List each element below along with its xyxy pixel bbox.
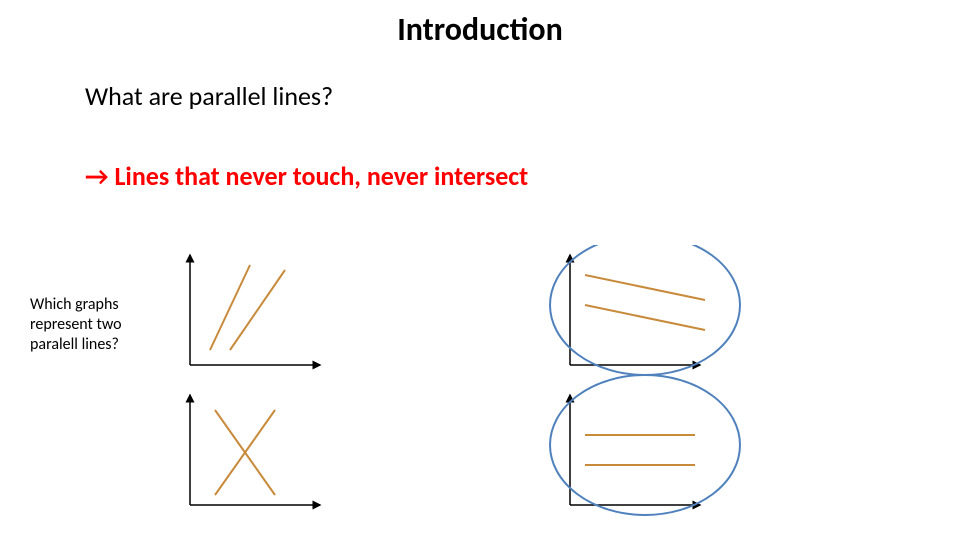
- prompt-text: Which graphs represent two paralell line…: [30, 295, 170, 355]
- axes-group: [190, 255, 700, 505]
- highlight-circle: [550, 375, 740, 515]
- slide: Introduction What are parallel lines? → …: [0, 0, 960, 540]
- graph-line: [585, 305, 705, 330]
- highlights-group: [550, 245, 740, 515]
- slide-title: Introduction: [0, 10, 960, 49]
- graph-line: [210, 265, 250, 350]
- highlight-circle: [550, 245, 740, 375]
- graphs-panel: [170, 245, 930, 535]
- question-text: What are parallel lines?: [85, 80, 333, 112]
- lines-group: [210, 265, 705, 495]
- arrow-icon: →: [85, 160, 109, 192]
- graph-line: [585, 275, 705, 300]
- answer-text: Lines that never touch, never intersect: [114, 160, 528, 192]
- graph-line: [230, 270, 285, 350]
- answer-line: → Lines that never touch, never intersec…: [85, 160, 528, 192]
